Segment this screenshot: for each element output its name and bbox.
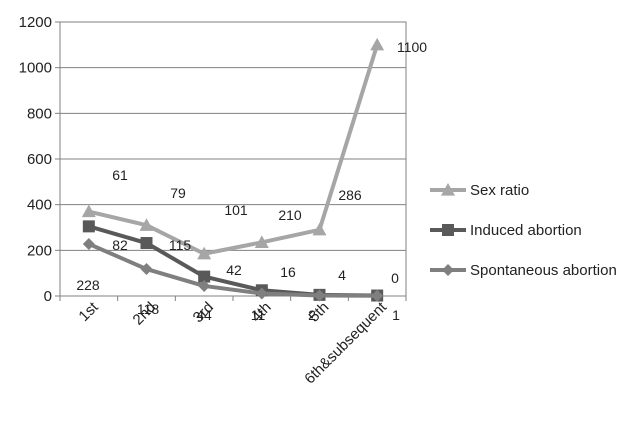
data-label-spontaneous-abortion: 44	[196, 307, 212, 323]
data-point-spontaneous-abortion	[140, 263, 153, 276]
y-tick-label: 0	[44, 288, 52, 305]
y-tick-label: 400	[27, 197, 52, 214]
data-point-sex-ratio	[254, 235, 269, 248]
legend-label-sex-ratio: Sex ratio	[470, 182, 529, 199]
data-label-sex-ratio: 286	[338, 187, 362, 203]
data-label-induced-abortion: 82	[112, 237, 128, 253]
data-label-sex-ratio: 210	[278, 207, 302, 223]
y-tick-label: 600	[27, 151, 52, 168]
data-label-induced-abortion: 115	[169, 237, 192, 253]
data-label-sex-ratio: 1100	[397, 39, 427, 55]
data-point-spontaneous-abortion	[313, 289, 326, 302]
data-label-sex-ratio: 79	[170, 185, 186, 201]
data-label-spontaneous-abortion: 1	[392, 307, 400, 323]
legend-label-spontaneous-abortion: Spontaneous abortion	[470, 262, 617, 279]
x-tick-label: 1st	[75, 298, 102, 325]
data-label-induced-abortion: 0	[391, 270, 399, 286]
data-point-spontaneous-abortion	[82, 237, 95, 250]
data-label-induced-abortion: 4	[338, 267, 346, 283]
series-line-sex-ratio	[88, 44, 380, 256]
data-label-sex-ratio: 61	[112, 167, 128, 183]
data-label-induced-abortion: 16	[280, 264, 296, 280]
data-point-induced-abortion	[140, 237, 153, 250]
data-point-sex-ratio	[370, 37, 385, 51]
y-tick-label: 1200	[19, 14, 52, 31]
data-point-sex-ratio	[81, 204, 96, 218]
data-point-spontaneous-abortion	[255, 287, 268, 300]
y-tick-label: 800	[27, 105, 52, 122]
data-point-spontaneous-abortion	[198, 279, 211, 292]
legend-marker-spontaneous-abortion	[442, 264, 454, 276]
legend-label-induced-abortion: Induced abortion	[470, 222, 582, 239]
data-point-induced-abortion	[198, 270, 211, 283]
data-label-spontaneous-abortion: 2	[308, 307, 316, 323]
data-label-spontaneous-abortion: 228	[76, 277, 100, 293]
data-label-induced-abortion: 42	[226, 262, 242, 278]
legend-marker-induced-abortion	[442, 224, 454, 236]
data-point-sex-ratio	[197, 246, 212, 260]
data-label-spontaneous-abortion: 11	[251, 307, 266, 323]
data-label-spontaneous-abortion: 118	[137, 301, 160, 317]
legend-marker-sex-ratio	[441, 183, 455, 196]
data-point-sex-ratio	[139, 218, 154, 231]
data-point-induced-abortion	[82, 220, 95, 233]
data-label-sex-ratio: 101	[224, 202, 248, 218]
data-point-sex-ratio	[312, 222, 327, 236]
y-tick-label: 200	[27, 242, 52, 259]
y-tick-label: 1000	[19, 60, 52, 77]
data-point-spontaneous-abortion	[371, 289, 384, 302]
series-line-spontaneous-abortion	[88, 242, 378, 298]
